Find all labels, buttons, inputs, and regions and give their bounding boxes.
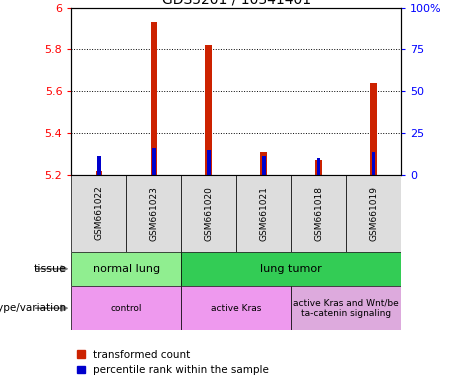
Bar bbox=[317, 158, 320, 175]
Text: tissue: tissue bbox=[34, 264, 67, 274]
Text: GSM661018: GSM661018 bbox=[314, 185, 323, 241]
Bar bbox=[372, 152, 375, 175]
Bar bbox=[260, 152, 267, 175]
Bar bbox=[71, 175, 126, 252]
Bar bbox=[181, 286, 291, 330]
Text: GSM661020: GSM661020 bbox=[204, 186, 213, 240]
Bar bbox=[262, 156, 266, 175]
Bar bbox=[291, 175, 346, 252]
Bar bbox=[291, 286, 401, 330]
Text: normal lung: normal lung bbox=[93, 264, 160, 274]
Bar bbox=[152, 147, 156, 175]
Text: genotype/variation: genotype/variation bbox=[0, 303, 67, 313]
Bar bbox=[236, 175, 291, 252]
Bar bbox=[71, 252, 181, 286]
Text: active Kras and Wnt/be
ta-catenin signaling: active Kras and Wnt/be ta-catenin signal… bbox=[293, 298, 399, 318]
Text: GSM661019: GSM661019 bbox=[369, 185, 378, 241]
Bar bbox=[151, 22, 157, 175]
Bar bbox=[315, 160, 322, 175]
Text: active Kras: active Kras bbox=[211, 304, 261, 313]
Text: control: control bbox=[111, 304, 142, 313]
Bar bbox=[346, 175, 401, 252]
Bar bbox=[71, 286, 181, 330]
Text: lung tumor: lung tumor bbox=[260, 264, 322, 274]
Bar bbox=[181, 252, 401, 286]
Text: GSM661022: GSM661022 bbox=[95, 186, 103, 240]
Bar bbox=[181, 175, 236, 252]
Bar bbox=[370, 83, 377, 175]
Title: GDS5201 / 10341401: GDS5201 / 10341401 bbox=[162, 0, 311, 7]
Bar bbox=[207, 150, 211, 175]
Text: GSM661021: GSM661021 bbox=[259, 186, 268, 240]
Text: GSM661023: GSM661023 bbox=[149, 186, 159, 240]
Bar bbox=[95, 170, 102, 175]
Bar bbox=[126, 175, 181, 252]
Legend: transformed count, percentile rank within the sample: transformed count, percentile rank withi… bbox=[77, 350, 269, 375]
Bar bbox=[206, 45, 212, 175]
Bar bbox=[97, 156, 101, 175]
